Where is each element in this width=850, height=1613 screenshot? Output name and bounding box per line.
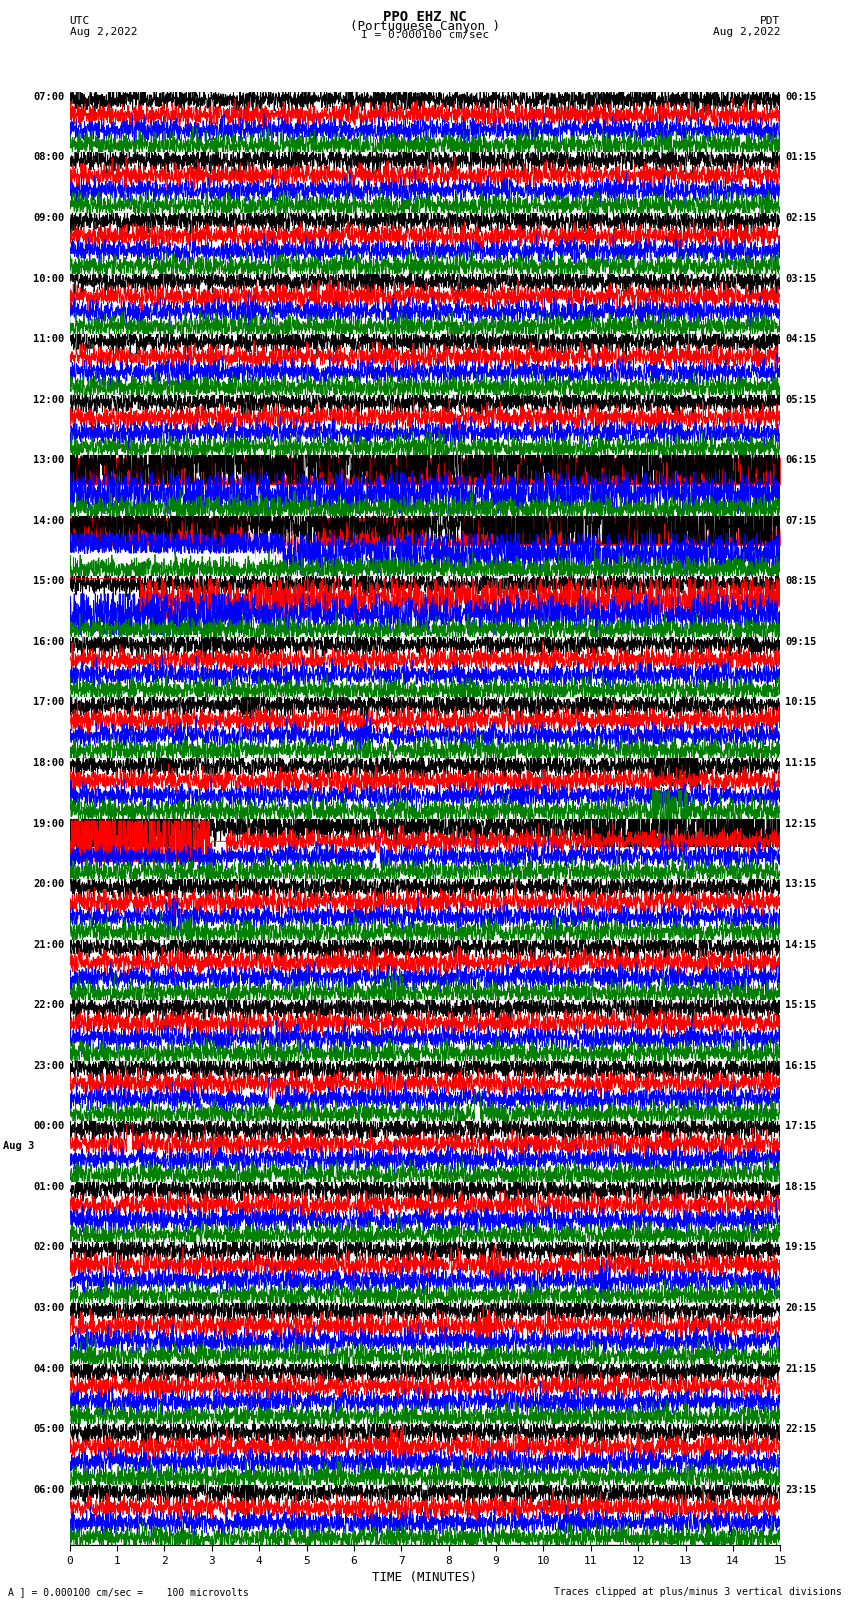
Text: 11:00: 11:00 [33,334,65,344]
Text: Aug 2,2022: Aug 2,2022 [713,27,780,37]
Text: (Portuguese Canyon ): (Portuguese Canyon ) [350,19,500,34]
Text: 14:15: 14:15 [785,940,817,950]
Text: 02:00: 02:00 [33,1242,65,1252]
Text: 03:00: 03:00 [33,1303,65,1313]
Text: 10:00: 10:00 [33,274,65,284]
Text: PPO EHZ NC: PPO EHZ NC [383,11,467,24]
X-axis label: TIME (MINUTES): TIME (MINUTES) [372,1571,478,1584]
Text: 23:15: 23:15 [785,1484,817,1495]
Text: 19:15: 19:15 [785,1242,817,1252]
Text: 04:00: 04:00 [33,1363,65,1374]
Text: 20:15: 20:15 [785,1303,817,1313]
Text: 15:15: 15:15 [785,1000,817,1010]
Text: 09:15: 09:15 [785,637,817,647]
Text: 08:15: 08:15 [785,576,817,587]
Text: 12:00: 12:00 [33,395,65,405]
Text: 21:00: 21:00 [33,940,65,950]
Text: 17:15: 17:15 [785,1121,817,1131]
Text: 23:00: 23:00 [33,1061,65,1071]
Text: 06:15: 06:15 [785,455,817,465]
Text: PDT: PDT [760,16,780,26]
Text: 22:15: 22:15 [785,1424,817,1434]
Text: Aug 2,2022: Aug 2,2022 [70,27,137,37]
Text: 11:15: 11:15 [785,758,817,768]
Text: 19:00: 19:00 [33,819,65,829]
Text: 05:00: 05:00 [33,1424,65,1434]
Text: 03:15: 03:15 [785,274,817,284]
Text: 07:00: 07:00 [33,92,65,102]
Text: 09:00: 09:00 [33,213,65,223]
Text: 22:00: 22:00 [33,1000,65,1010]
Text: 00:15: 00:15 [785,92,817,102]
Text: 05:15: 05:15 [785,395,817,405]
Text: UTC: UTC [70,16,90,26]
Text: I = 0.000100 cm/sec: I = 0.000100 cm/sec [361,31,489,40]
Text: 04:15: 04:15 [785,334,817,344]
Text: 21:15: 21:15 [785,1363,817,1374]
Text: 13:15: 13:15 [785,879,817,889]
Text: 01:00: 01:00 [33,1182,65,1192]
Text: Aug 3: Aug 3 [3,1140,35,1150]
Text: 00:00: 00:00 [33,1121,65,1131]
Text: 01:15: 01:15 [785,153,817,163]
Text: 02:15: 02:15 [785,213,817,223]
Text: 17:00: 17:00 [33,697,65,708]
Text: 15:00: 15:00 [33,576,65,587]
Text: 18:15: 18:15 [785,1182,817,1192]
Text: 10:15: 10:15 [785,697,817,708]
Text: 08:00: 08:00 [33,153,65,163]
Text: 16:15: 16:15 [785,1061,817,1071]
Text: 18:00: 18:00 [33,758,65,768]
Text: 06:00: 06:00 [33,1484,65,1495]
Text: 07:15: 07:15 [785,516,817,526]
Text: 20:00: 20:00 [33,879,65,889]
Text: 16:00: 16:00 [33,637,65,647]
Text: A ] = 0.000100 cm/sec =    100 microvolts: A ] = 0.000100 cm/sec = 100 microvolts [8,1587,249,1597]
Text: Traces clipped at plus/minus 3 vertical divisions: Traces clipped at plus/minus 3 vertical … [553,1587,842,1597]
Text: 13:00: 13:00 [33,455,65,465]
Text: 12:15: 12:15 [785,819,817,829]
Text: 14:00: 14:00 [33,516,65,526]
